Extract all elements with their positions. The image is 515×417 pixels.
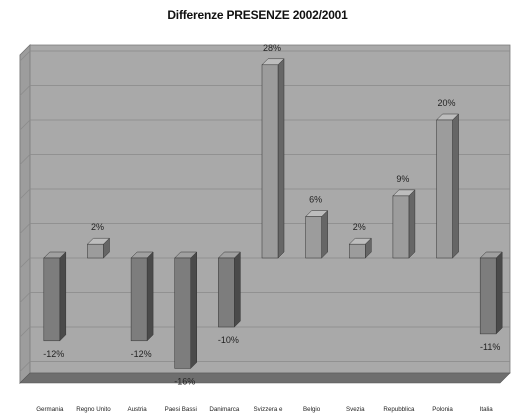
data-label: 20% [438, 98, 456, 108]
gridline-side [19, 50, 31, 62]
x-tick-label: Belgio [303, 406, 321, 413]
bar-side [59, 251, 67, 342]
x-tick-label: Danimarca [209, 406, 239, 413]
x-tick-label: Polonia [432, 406, 453, 413]
x-tick-label: Regno Unito [76, 406, 111, 413]
bar-side [495, 251, 503, 335]
gridline-side [19, 119, 31, 131]
bar [87, 243, 104, 259]
data-label: 9% [396, 174, 409, 184]
data-label: 6% [309, 195, 322, 205]
data-label: -10% [218, 335, 239, 345]
data-label: -12% [43, 349, 64, 359]
gridline-side [19, 223, 31, 234]
bar [130, 257, 148, 342]
bar [479, 257, 497, 335]
bar-side [277, 58, 285, 259]
x-tick-label: Italia [480, 406, 494, 413]
bar [349, 243, 366, 259]
data-label: -11% [480, 342, 500, 352]
bar-side [321, 209, 328, 259]
bar [218, 257, 235, 328]
bar-side [190, 251, 197, 370]
gridline-side [19, 188, 31, 200]
data-label: -12% [131, 349, 152, 359]
x-tick-label: Austria [127, 406, 147, 413]
x-tick-label: Repubblica [383, 406, 415, 413]
data-label: 2% [91, 222, 104, 232]
bar-side [452, 113, 459, 259]
bar [436, 119, 453, 259]
gridline-side [19, 257, 31, 269]
data-label: 2% [353, 222, 366, 232]
gridline-side [19, 292, 31, 303]
bar-side [408, 189, 416, 259]
data-label: -16% [174, 376, 195, 386]
bar [305, 216, 322, 259]
x-tick-label: Svezia [346, 406, 365, 413]
bar-side [234, 251, 241, 328]
gridline-side [19, 154, 31, 165]
bar [392, 195, 410, 259]
plot-floor [19, 372, 511, 384]
bar-side [146, 251, 154, 342]
x-tick-label: Svizzera e [254, 406, 283, 413]
bar [43, 257, 61, 342]
x-tick-label: Paesi Bassi [165, 406, 197, 413]
gridline-side [19, 85, 31, 96]
gridline-side [19, 361, 31, 372]
x-tick-label: Germania [36, 406, 64, 413]
bar [174, 257, 191, 369]
data-label: 28% [263, 43, 281, 53]
bar [261, 64, 279, 259]
gridline-side [19, 326, 31, 338]
chart-title: Differenze PRESENZE 2002/2001 [167, 8, 348, 22]
